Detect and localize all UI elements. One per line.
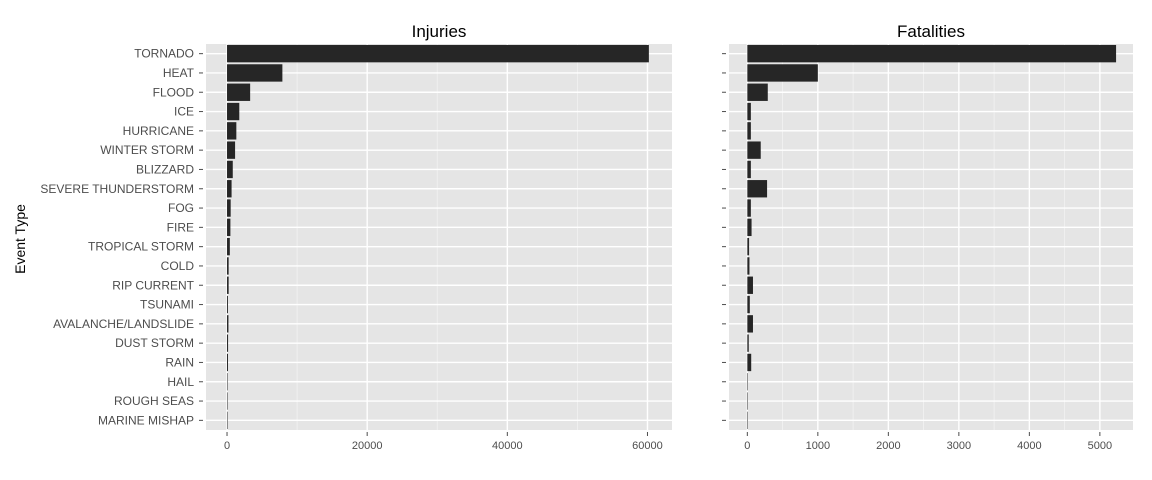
bar xyxy=(227,44,649,63)
bar xyxy=(227,276,229,294)
x-tick-label: 20000 xyxy=(352,440,383,452)
y-tick-label: RIP CURRENT xyxy=(112,278,194,292)
bar xyxy=(747,276,753,294)
x-tick-label: 2000 xyxy=(876,440,900,452)
y-tick-label: TROPICAL STORM xyxy=(88,240,194,254)
bar xyxy=(747,180,768,198)
y-tick-label: MARINE MISHAP xyxy=(98,413,194,427)
x-tick-label: 4000 xyxy=(1017,440,1041,452)
bar xyxy=(227,373,228,391)
x-tick-label: 0 xyxy=(224,440,230,452)
bar xyxy=(747,295,750,314)
panel-background xyxy=(206,44,672,430)
y-tick-label: TORNADO xyxy=(134,47,194,61)
y-tick-label: FLOOD xyxy=(153,85,195,99)
y-tick-label: BLIZZARD xyxy=(136,162,194,176)
bar xyxy=(227,411,228,430)
bar xyxy=(227,122,237,140)
bar xyxy=(227,102,240,121)
bar xyxy=(747,83,768,101)
panel-title: Injuries xyxy=(412,22,467,41)
y-tick-label: FOG xyxy=(168,201,194,215)
y-tick-label: HAIL xyxy=(167,375,194,389)
bar xyxy=(747,373,748,391)
y-tick-label: HURRICANE xyxy=(123,124,194,138)
bar xyxy=(227,199,231,217)
bar xyxy=(747,64,818,82)
bar xyxy=(227,141,236,159)
bar xyxy=(227,180,232,198)
bar xyxy=(227,334,229,352)
y-tick-labels: TORNADO HEAT FLOOD ICE HURRICANE WINTER STORM… xyxy=(40,47,203,427)
bar xyxy=(227,315,229,333)
bar xyxy=(747,141,761,159)
bar xyxy=(747,334,749,352)
bar xyxy=(227,218,231,237)
y-tick-label: ICE xyxy=(174,105,194,119)
y-tick-label: AVALANCHE/LANDSLIDE xyxy=(53,317,194,331)
bar xyxy=(227,257,229,275)
y-tick-label: TSUNAMI xyxy=(140,298,194,312)
bar xyxy=(747,237,750,256)
bar xyxy=(747,218,752,237)
y-tick-label: FIRE xyxy=(167,220,194,234)
bar xyxy=(747,392,748,410)
y-axis-label: Event Type xyxy=(12,204,28,274)
bar xyxy=(747,315,753,333)
bar xyxy=(227,83,251,101)
bar xyxy=(227,295,228,314)
bar xyxy=(227,353,229,372)
bar xyxy=(747,353,752,372)
bar xyxy=(747,122,751,140)
y-tick-label: HEAT xyxy=(163,66,195,80)
x-tick-label: 60000 xyxy=(632,440,663,452)
bar xyxy=(747,257,750,275)
panel-injuries: Injuries 0 20000 40000 60000 xyxy=(206,22,672,452)
facet-panels: Injuries 0 20000 40000 60000 Fatalities 0 1000 2… xyxy=(206,22,1133,452)
y-tick-label: SEVERE THUNDERSTORM xyxy=(40,182,194,196)
y-tick-label: ROUGH SEAS xyxy=(114,394,194,408)
panel-title: Fatalities xyxy=(897,22,965,41)
x-tick-label: 5000 xyxy=(1088,440,1112,452)
bar xyxy=(747,199,751,217)
bar xyxy=(227,64,283,82)
bar xyxy=(747,102,751,121)
bar xyxy=(227,160,233,179)
bar xyxy=(747,44,1117,63)
y-tick-label: RAIN xyxy=(165,355,194,369)
x-tick-label: 0 xyxy=(744,440,750,452)
x-tick-label: 1000 xyxy=(806,440,830,452)
bar xyxy=(747,411,748,430)
panel-fatalities: Fatalities 0 1000 2000 3000 4000 5000 xyxy=(722,22,1133,452)
x-tick-label: 40000 xyxy=(492,440,523,452)
y-tick-label: DUST STORM xyxy=(115,336,194,350)
bar xyxy=(747,160,751,179)
bar xyxy=(227,392,228,410)
y-tick-label: WINTER STORM xyxy=(100,143,194,157)
panel-background xyxy=(729,44,1133,430)
y-tick-label: COLD xyxy=(161,259,195,273)
bar xyxy=(227,237,230,256)
x-tick-label: 3000 xyxy=(947,440,971,452)
